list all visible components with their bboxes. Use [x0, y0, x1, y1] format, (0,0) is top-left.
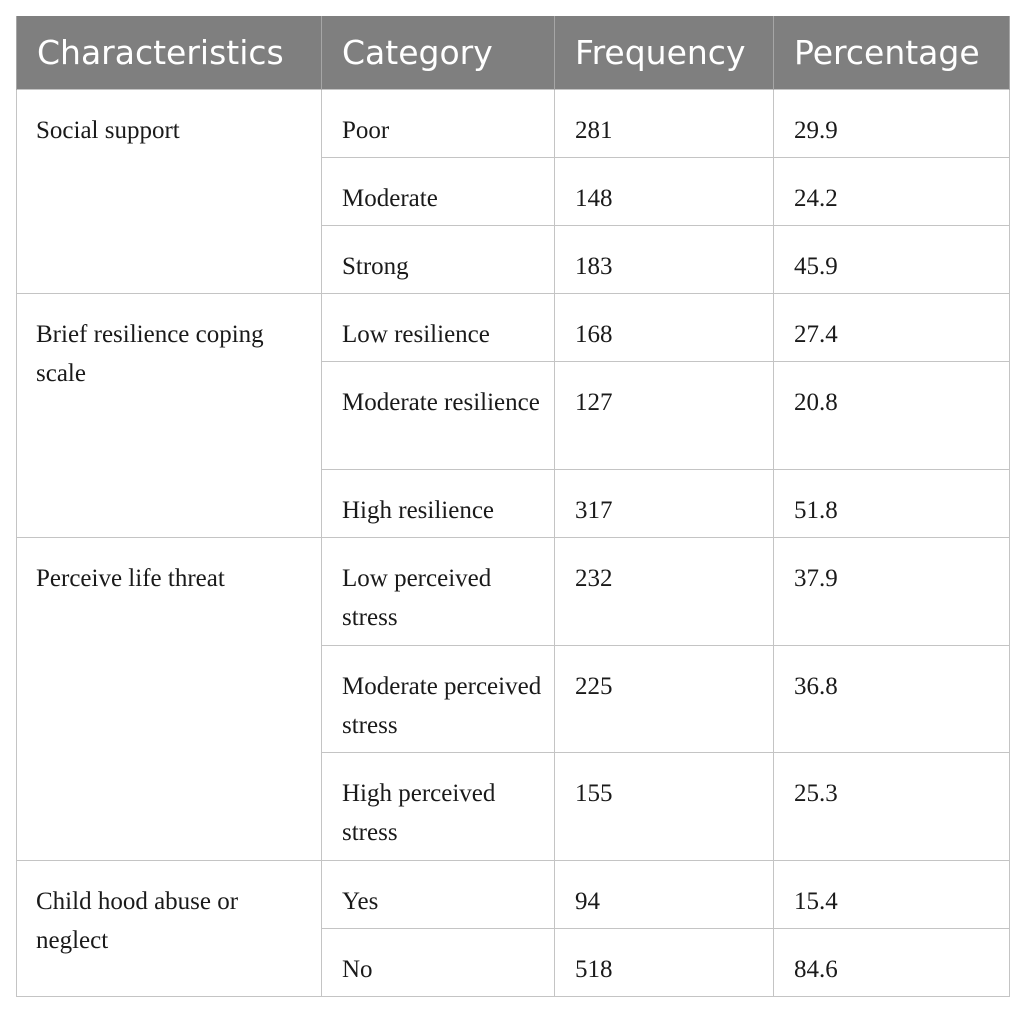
table-row: No 518 84.6: [17, 927, 1010, 997]
header-row: Characteristics Category Frequency Perce…: [16, 16, 1010, 89]
data-table: Characteristics Category Frequency Perce…: [16, 16, 1010, 997]
percentage-cell: 29.9: [773, 88, 1010, 158]
category-cell: High perceived stress: [321, 751, 555, 861]
category-cell: Moderate perceived stress: [321, 644, 555, 753]
header-percentage: Percentage: [773, 16, 1010, 89]
table-row: Moderate perceived stress 225 36.8: [17, 644, 1010, 753]
header-category: Category: [321, 16, 555, 89]
frequency-cell: 148: [554, 156, 774, 226]
frequency-cell: 127: [554, 360, 774, 470]
percentage-cell: 15.4: [773, 859, 1010, 929]
percentage-cell: 45.9: [773, 224, 1010, 294]
frequency-cell: 225: [554, 644, 774, 753]
frequency-cell: 232: [554, 536, 774, 646]
percentage-cell: 36.8: [773, 644, 1010, 753]
characteristic-cell: Social support: [16, 88, 322, 294]
percentage-cell: 37.9: [773, 536, 1010, 646]
category-cell: Poor: [321, 88, 555, 158]
percentage-cell: 20.8: [773, 360, 1010, 470]
category-cell: Low perceived stress: [321, 536, 555, 646]
frequency-cell: 94: [554, 859, 774, 929]
percentage-cell: 24.2: [773, 156, 1010, 226]
frequency-cell: 155: [554, 751, 774, 861]
frequency-cell: 281: [554, 88, 774, 158]
category-cell: Moderate: [321, 156, 555, 226]
characteristic-cell: Perceive life threat: [16, 536, 322, 861]
frequency-cell: 183: [554, 224, 774, 294]
frequency-cell: 518: [554, 927, 774, 997]
table-row: Moderate resilience 127 20.8: [17, 360, 1010, 470]
table-row: Perceive life threat Low perceived stres…: [16, 536, 1010, 861]
table-row: High resilience 317 51.8: [17, 468, 1010, 538]
category-cell: Moderate resilience: [321, 360, 555, 470]
percentage-cell: 84.6: [773, 927, 1010, 997]
header-characteristics: Characteristics: [16, 16, 322, 89]
category-cell: Low resilience: [321, 292, 555, 362]
percentage-cell: 25.3: [773, 751, 1010, 861]
percentage-cell: 51.8: [773, 468, 1010, 538]
category-cell: Yes: [321, 859, 555, 929]
frequency-cell: 168: [554, 292, 774, 362]
characteristic-cell: Brief resilience coping scale: [16, 292, 322, 538]
characteristic-cell: Child hood abuse or neglect: [16, 859, 322, 997]
header-frequency: Frequency: [554, 16, 774, 89]
category-cell: No: [321, 927, 555, 997]
category-cell: High resilience: [321, 468, 555, 538]
table-row: Brief resilience coping scale Low resili…: [16, 292, 1010, 538]
table-row: High perceived stress 155 25.3: [17, 751, 1010, 861]
percentage-cell: 27.4: [773, 292, 1010, 362]
frequency-cell: 317: [554, 468, 774, 538]
table-row: Social support Poor 281 29.9: [16, 88, 1010, 294]
table-row: Child hood abuse or neglect Yes 94 15.4: [16, 859, 1010, 997]
category-cell: Strong: [321, 224, 555, 294]
table-row: Moderate 148 24.2: [17, 156, 1010, 226]
